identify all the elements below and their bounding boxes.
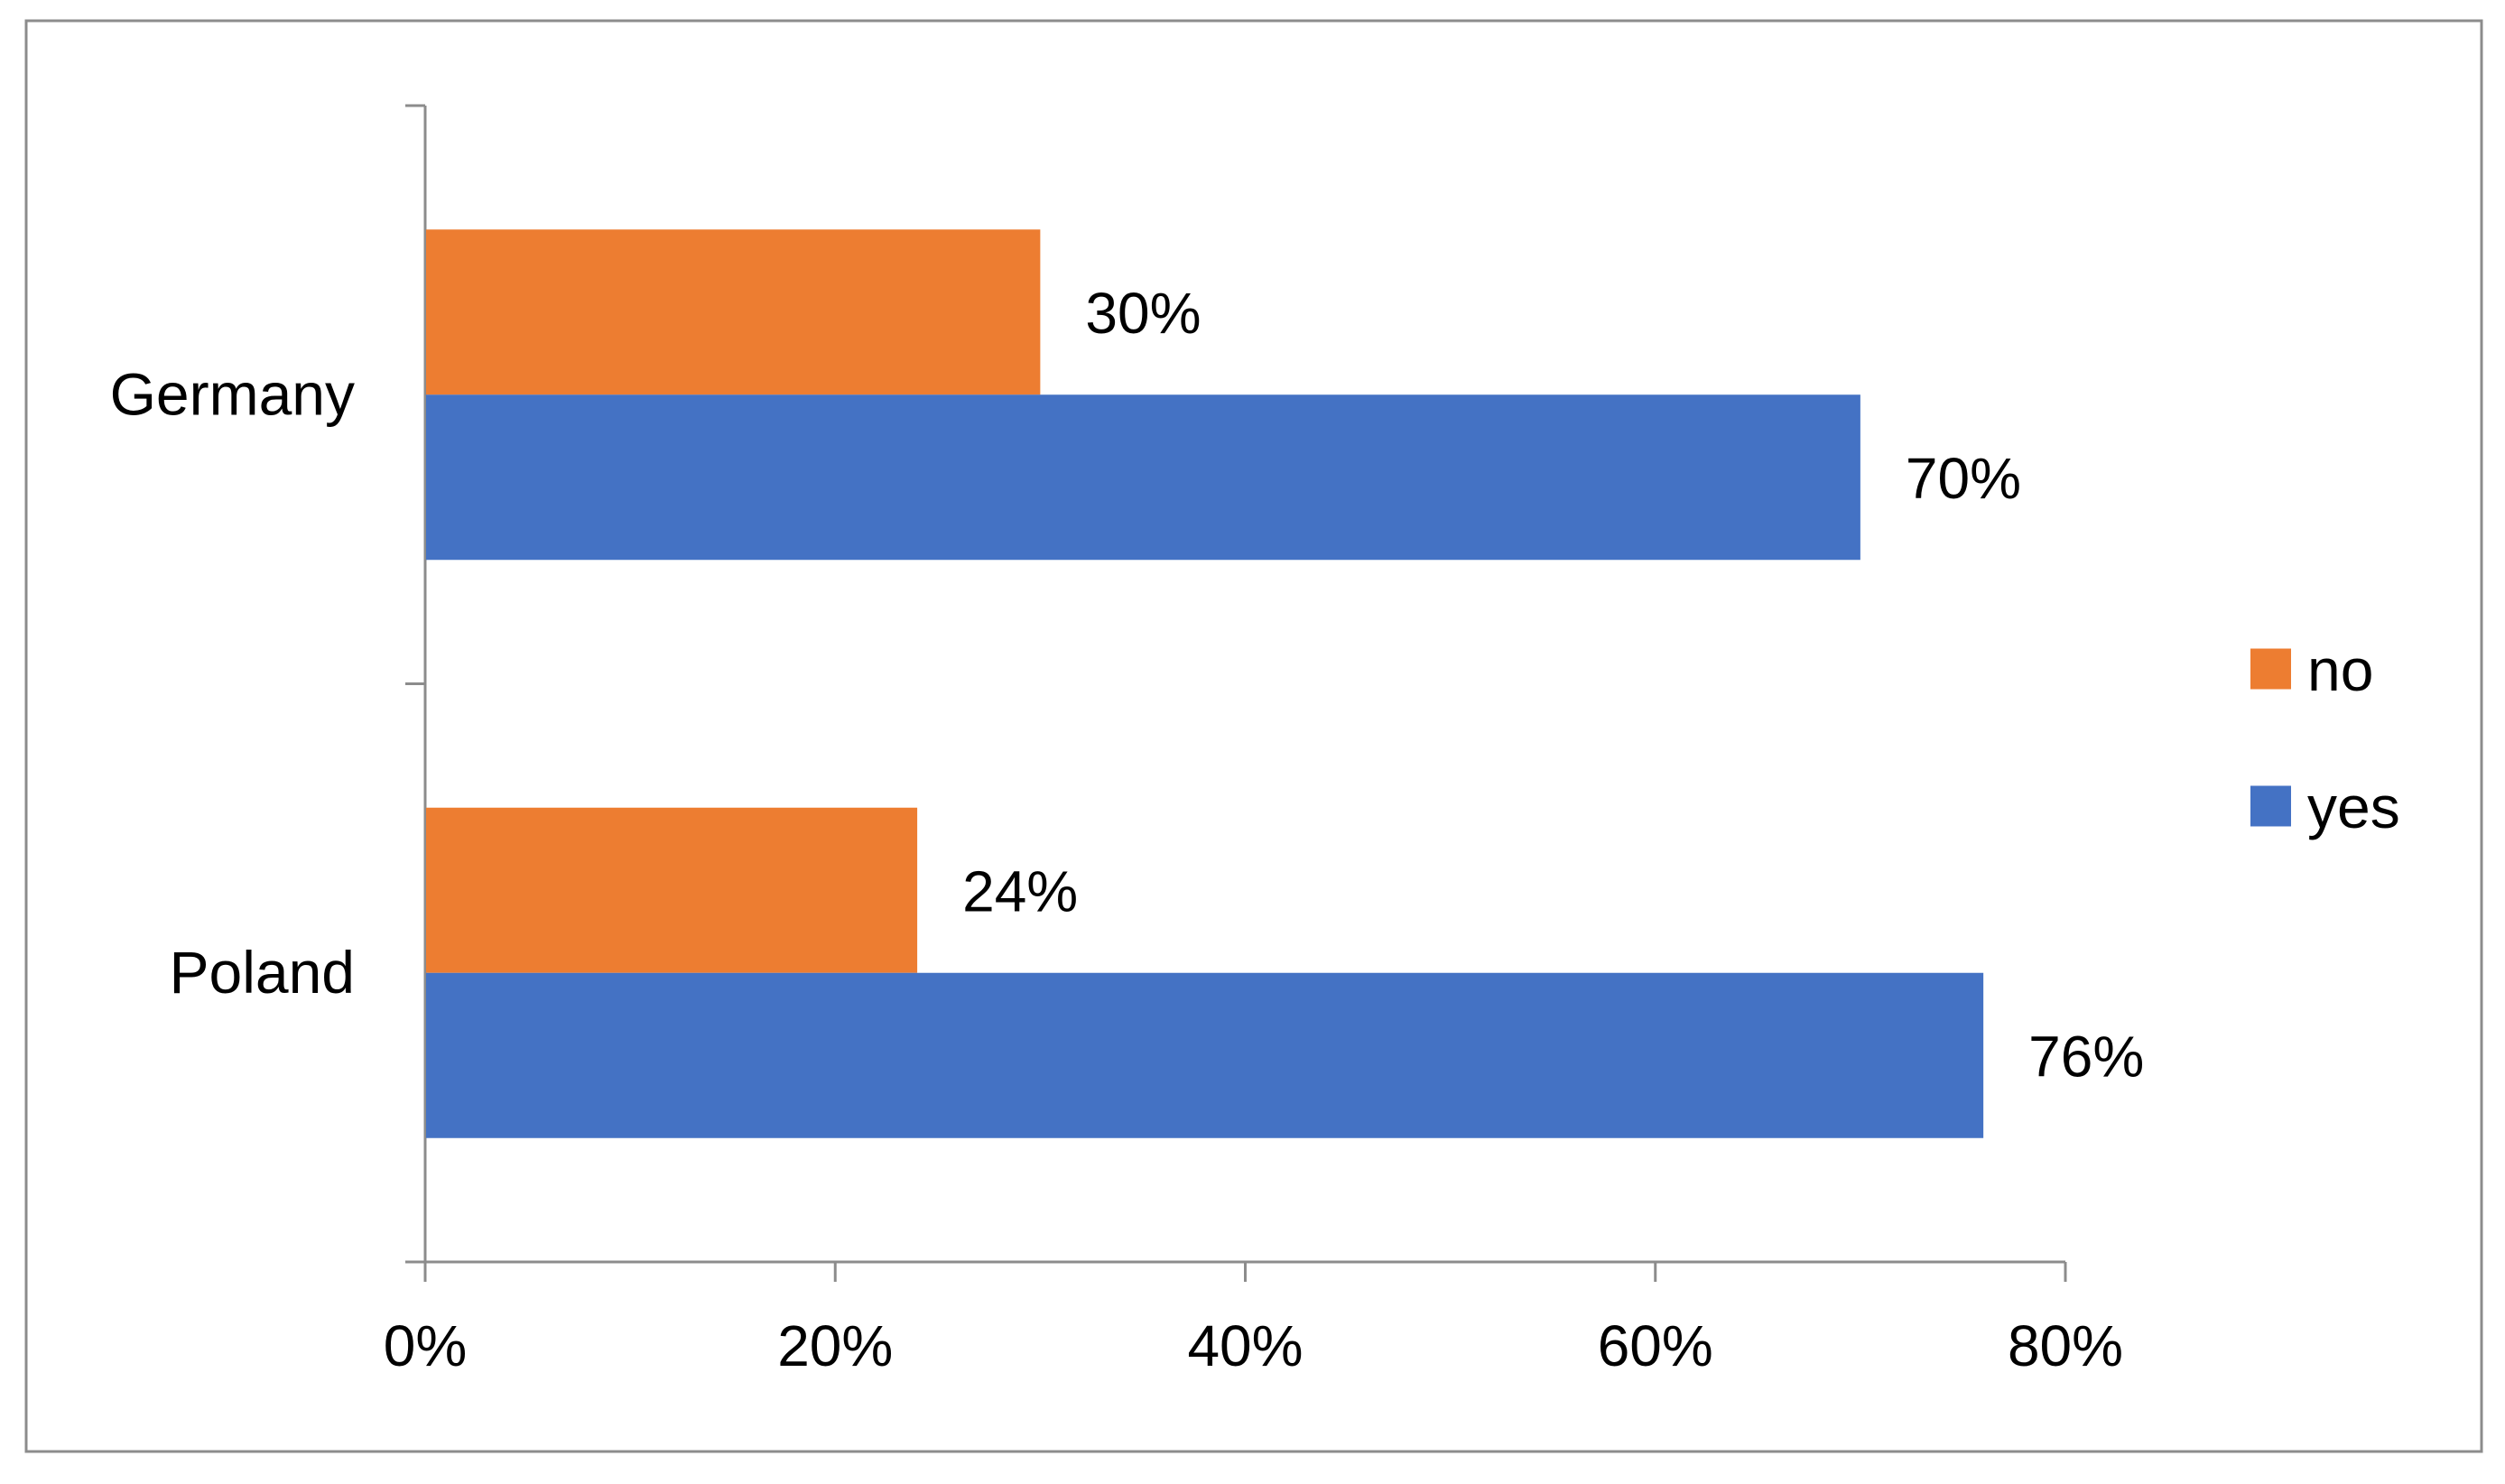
chart-frame [24, 19, 2483, 1453]
category-label-germany: Germany [110, 360, 355, 427]
bar-poland-no [426, 807, 918, 973]
legend-swatch-yes [2250, 785, 2291, 827]
x-tick-label: 40% [1187, 1313, 1303, 1378]
legend: no yes [2250, 636, 2400, 840]
x-tick-label: 60% [1598, 1313, 1713, 1378]
data-label-poland-yes: 76% [2028, 1024, 2144, 1089]
x-tick-label: 0% [384, 1313, 468, 1378]
legend-label-yes: yes [2307, 774, 2400, 840]
bar-germany-no [426, 229, 1041, 395]
bar-poland-yes [426, 972, 1984, 1138]
legend-swatch-no [2250, 648, 2291, 690]
axes: 0% 20% 40% 60% 80% Germany Poland [110, 104, 2123, 1378]
data-label-poland-no: 24% [962, 858, 1078, 923]
bar-germany-yes [426, 394, 1860, 561]
x-tick-label: 20% [777, 1313, 893, 1378]
category-label-poland: Poland [169, 939, 355, 1006]
data-label-germany-yes: 70% [1906, 446, 2021, 511]
x-tick-label: 80% [2008, 1313, 2123, 1378]
legend-label-no: no [2307, 636, 2373, 703]
bars [426, 229, 1984, 1138]
data-labels: 30% 70% 24% 76% [962, 281, 2144, 1090]
data-label-germany-no: 30% [1085, 281, 1201, 346]
